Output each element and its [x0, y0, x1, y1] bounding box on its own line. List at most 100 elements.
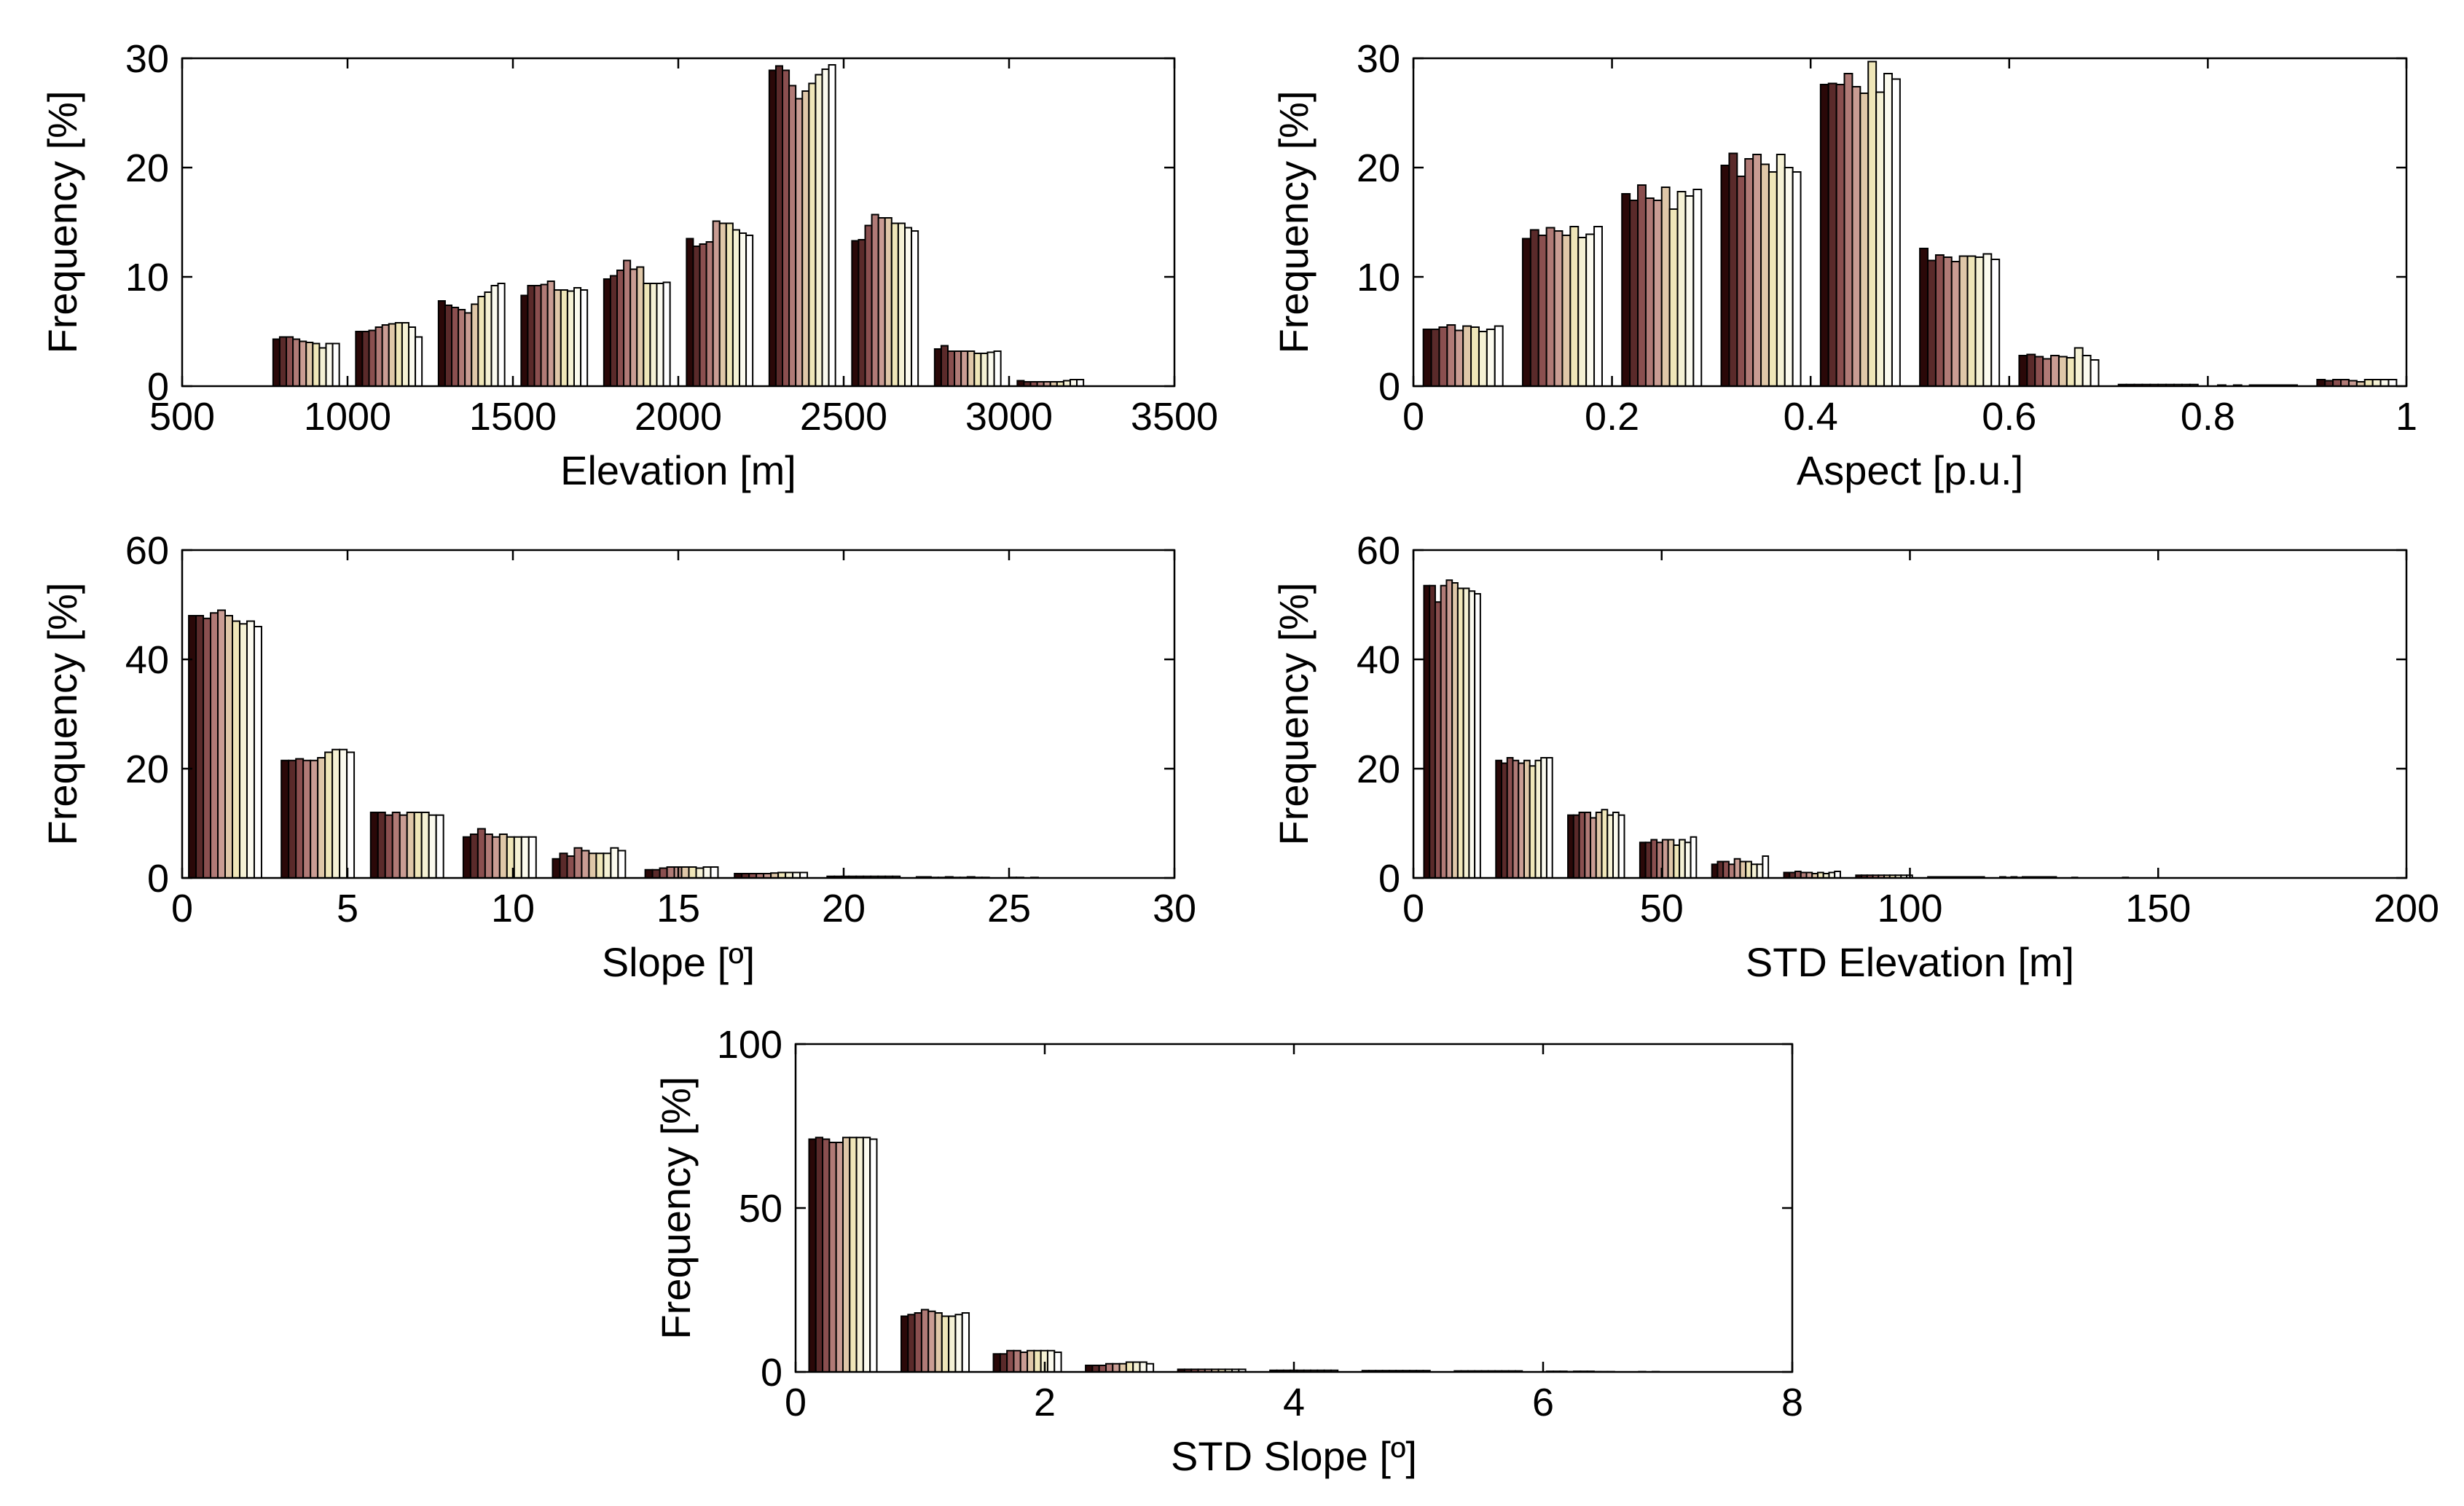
bar-std-elevation-bin4-series5 [1739, 860, 1747, 879]
bar-aspect-bin9-series6 [2363, 379, 2374, 387]
y-tick-label: 20 [125, 748, 169, 791]
bar-slope-bin0-series1 [195, 615, 205, 879]
bar-elevation-bin4-series4 [629, 268, 638, 387]
bar-aspect-bin3-series0 [1720, 165, 1730, 387]
x-tick-label: 25 [987, 887, 1031, 930]
bar-elevation-bin4-series7 [649, 283, 658, 387]
bar-elevation-bin5-series5 [718, 222, 727, 387]
y-tick-label: 60 [1357, 529, 1400, 573]
x-tick-label: 3000 [965, 395, 1053, 439]
bar-elevation-bin0-series1 [278, 336, 288, 387]
bar-aspect-bin2-series7 [1676, 191, 1687, 387]
bar-slope-bin2-series1 [377, 812, 386, 879]
x-tick-label: 0.8 [2181, 395, 2235, 439]
x-tick-label: 150 [2125, 887, 2191, 930]
bar-aspect-bin5-series2 [1934, 254, 1945, 387]
bar-slope-bin1-series2 [295, 758, 305, 879]
bar-aspect-bin6-series2 [2034, 356, 2044, 387]
bar-elevation-bin3-series0 [520, 294, 529, 387]
x-tick-label: 0 [171, 887, 193, 930]
bar-aspect-bin5-series0 [1919, 248, 1929, 387]
bar-slope-bin5-series0 [644, 868, 654, 879]
bar-std-slope-bin0-series5 [841, 1137, 851, 1373]
x-tick-label: 2 [1034, 1381, 1056, 1424]
bar-slope-bin0-series4 [217, 609, 227, 879]
bar-elevation-bin1-series0 [355, 331, 364, 387]
bar-std-slope-bin1-series5 [934, 1312, 943, 1373]
bar-elevation-bin5-series7 [731, 229, 740, 387]
bar-aspect-bin2-series4 [1652, 200, 1663, 387]
bar-slope-bin4-series8 [610, 847, 619, 879]
bar-aspect-bin3-series6 [1767, 171, 1778, 387]
bar-std-slope-bin1-series6 [941, 1315, 950, 1373]
bar-std-slope-bin3-series0 [1085, 1365, 1094, 1373]
bar-elevation-bin5-series1 [692, 246, 701, 387]
bar-std-slope-bin3-series8 [1139, 1361, 1147, 1373]
bar-slope-bin1-series4 [310, 759, 319, 879]
bar-elevation-bin6-series4 [795, 98, 804, 387]
bar-aspect-bin6-series5 [2057, 356, 2068, 387]
bar-std-elevation-bin5-series2 [1794, 871, 1802, 879]
bar-std-slope-bin1-series2 [914, 1312, 922, 1373]
bar-aspect-bin6-series6 [2065, 357, 2076, 387]
bar-std-slope-bin0-series3 [828, 1142, 837, 1373]
bar-aspect-bin4-series8 [1883, 73, 1893, 387]
bar-aspect-bin1-series2 [1537, 235, 1547, 387]
bar-aspect-bin9-series8 [2379, 379, 2390, 387]
bar-slope-bin4-series6 [595, 852, 605, 879]
bar-slope-bin0-series3 [210, 612, 219, 879]
x-tick-label: 1500 [469, 395, 557, 439]
bar-aspect-bin1-series1 [1529, 229, 1539, 387]
bar-elevation-bin8-series2 [947, 350, 956, 387]
bar-std-slope-bin3-series2 [1098, 1365, 1107, 1373]
bar-std-elevation-bin2-series6 [1601, 809, 1609, 879]
bar-slope-bin5-series6 [688, 866, 697, 879]
bar-aspect-bin3-series4 [1752, 154, 1762, 387]
bar-std-elevation-bin4-series7 [1750, 863, 1758, 879]
bar-aspect-bin3-series7 [1776, 154, 1786, 387]
bar-aspect-bin9-series9 [2388, 379, 2398, 387]
bar-slope-bin5-series3 [666, 866, 675, 879]
bar-slope-bin4-series2 [566, 855, 576, 879]
bar-elevation-bin0-series8 [325, 342, 334, 387]
bar-std-elevation-bin1-series6 [1529, 765, 1537, 879]
x-tick-label: 30 [1153, 887, 1196, 930]
bar-slope-bin4-series4 [581, 850, 590, 879]
y-tick-label: 30 [1357, 37, 1400, 81]
bar-elevation-bin8-series9 [993, 350, 1002, 387]
bar-aspect-bin2-series0 [1621, 193, 1631, 387]
bar-elevation-bin6-series9 [828, 64, 836, 387]
bar-std-elevation-bin4-series6 [1745, 860, 1752, 879]
bar-std-elevation-bin3-series2 [1650, 839, 1658, 879]
bar-std-elevation-bin4-series2 [1722, 860, 1730, 879]
bar-std-elevation-bin1-series2 [1506, 757, 1514, 879]
bar-aspect-bin5-series5 [1958, 255, 1969, 387]
bar-std-elevation-bin1-series1 [1501, 762, 1508, 879]
bar-std-elevation-bin3-series1 [1644, 842, 1652, 879]
x-tick-label: 5 [337, 887, 358, 930]
bar-slope-bin0-series0 [188, 615, 197, 879]
bar-elevation-bin1-series7 [401, 322, 409, 387]
y-tick-label: 10 [125, 256, 169, 299]
bar-elevation-bin8-series1 [940, 345, 949, 387]
bar-elevation-bin0-series2 [286, 336, 294, 387]
bar-elevation-bin2-series5 [471, 303, 479, 387]
bar-elevation-bin9-series9 [1076, 379, 1085, 387]
bar-std-slope-bin2-series0 [992, 1353, 1001, 1373]
bar-aspect-bin1-series6 [1569, 226, 1580, 387]
bar-aspect-bin2-series8 [1684, 195, 1695, 387]
bar-elevation-bin1-series3 [374, 326, 383, 387]
bar-std-elevation-bin0-series7 [1462, 587, 1470, 879]
y-tick-label: 0 [761, 1351, 782, 1395]
bar-elevation-bin2-series0 [437, 300, 446, 387]
x-tick-label: 0.4 [1784, 395, 1838, 439]
bar-slope-bin4-series3 [573, 847, 583, 879]
y-tick-label: 20 [1357, 146, 1400, 190]
bar-std-elevation-bin0-series4 [1445, 579, 1453, 879]
bar-std-slope-bin0-series4 [835, 1142, 844, 1373]
y-axis-label: Frequency [%] [653, 1076, 699, 1339]
x-tick-label: 200 [2374, 887, 2439, 930]
bar-elevation-bin4-series9 [662, 281, 671, 387]
bar-aspect-bin0-series4 [1454, 329, 1464, 387]
